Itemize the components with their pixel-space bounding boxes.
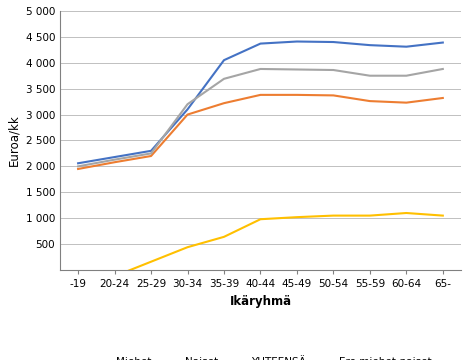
YHTEENSÄ xyxy=(148,151,154,156)
Line: YHTEENSÄ: YHTEENSÄ xyxy=(78,69,443,166)
Line: Miehet: Miehet xyxy=(78,41,443,163)
Miehet xyxy=(185,107,190,112)
Miehet xyxy=(148,149,154,153)
Naiset xyxy=(403,100,409,105)
Ero miehet-naiset xyxy=(258,217,263,221)
Naiset xyxy=(148,154,154,158)
Ero miehet-naiset xyxy=(185,245,190,249)
Ero miehet-naiset xyxy=(148,260,154,264)
Ero miehet-naiset xyxy=(294,215,300,219)
X-axis label: Ikäryhmä: Ikäryhmä xyxy=(229,294,292,307)
Naiset xyxy=(367,99,373,103)
Miehet xyxy=(330,40,336,44)
Line: Ero miehet-naiset: Ero miehet-naiset xyxy=(78,213,443,276)
Miehet xyxy=(294,39,300,44)
Naiset xyxy=(330,93,336,98)
YHTEENSÄ xyxy=(185,102,190,106)
Miehet xyxy=(258,41,263,46)
Miehet xyxy=(112,155,117,159)
Miehet xyxy=(221,58,227,62)
Ero miehet-naiset xyxy=(221,235,227,239)
Ero miehet-naiset xyxy=(112,274,117,278)
YHTEENSÄ xyxy=(258,67,263,71)
Line: Naiset: Naiset xyxy=(78,95,443,169)
YHTEENSÄ xyxy=(75,164,81,168)
Naiset xyxy=(294,93,300,97)
YHTEENSÄ xyxy=(403,73,409,78)
Naiset xyxy=(440,96,446,100)
Miehet xyxy=(440,40,446,45)
Ero miehet-naiset xyxy=(367,213,373,218)
Miehet xyxy=(367,43,373,47)
YHTEENSÄ xyxy=(330,68,336,72)
YHTEENSÄ xyxy=(367,73,373,78)
Naiset xyxy=(185,112,190,117)
Miehet xyxy=(403,45,409,49)
Y-axis label: Euroa/kk: Euroa/kk xyxy=(7,114,20,166)
Legend: Miehet, Naiset, YHTEENSÄ, Ero miehet-naiset: Miehet, Naiset, YHTEENSÄ, Ero miehet-nai… xyxy=(85,353,436,360)
YHTEENSÄ xyxy=(294,67,300,72)
Naiset xyxy=(75,167,81,171)
Ero miehet-naiset xyxy=(75,273,81,277)
Ero miehet-naiset xyxy=(440,213,446,218)
YHTEENSÄ xyxy=(440,67,446,71)
Ero miehet-naiset xyxy=(330,213,336,218)
Ero miehet-naiset xyxy=(403,211,409,215)
YHTEENSÄ xyxy=(221,77,227,81)
Naiset xyxy=(258,93,263,97)
YHTEENSÄ xyxy=(112,157,117,162)
Miehet xyxy=(75,161,81,166)
Naiset xyxy=(221,101,227,105)
Naiset xyxy=(112,160,117,165)
